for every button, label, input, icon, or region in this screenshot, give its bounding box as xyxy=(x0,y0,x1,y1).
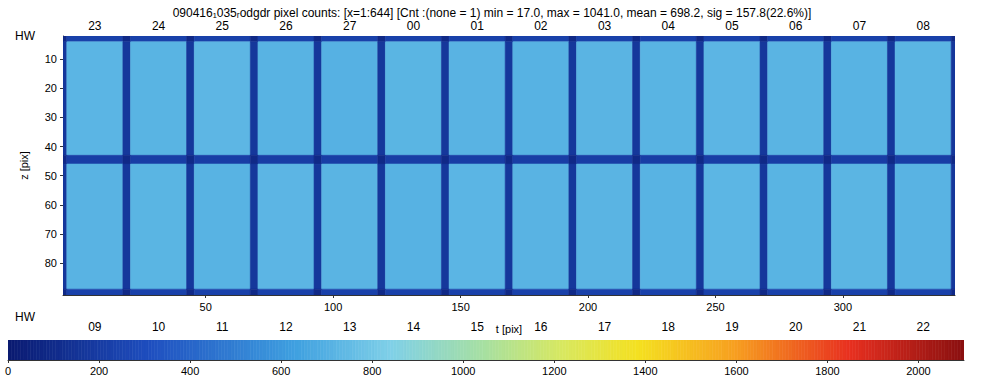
svg-text:22: 22 xyxy=(916,320,930,334)
svg-text:04: 04 xyxy=(662,19,676,33)
svg-text:30: 30 xyxy=(45,111,57,123)
svg-text:17: 17 xyxy=(598,320,612,334)
svg-text:300: 300 xyxy=(834,301,852,313)
svg-text:HW: HW xyxy=(15,310,36,324)
svg-text:03: 03 xyxy=(598,19,612,33)
svg-text:t [pix]: t [pix] xyxy=(496,323,522,335)
svg-text:08: 08 xyxy=(916,19,930,33)
svg-text:14: 14 xyxy=(407,320,421,334)
svg-text:02: 02 xyxy=(534,19,548,33)
svg-text:200: 200 xyxy=(579,301,597,313)
svg-text:10: 10 xyxy=(152,320,166,334)
svg-text:26: 26 xyxy=(279,19,293,33)
svg-text:1800: 1800 xyxy=(815,365,839,377)
svg-text:40: 40 xyxy=(45,141,57,153)
svg-text:0: 0 xyxy=(5,365,11,377)
svg-text:090416₁035ᵣodgdr pixel counts:: 090416₁035ᵣodgdr pixel counts: [x=1:644]… xyxy=(173,6,812,20)
svg-text:23: 23 xyxy=(88,19,102,33)
svg-text:10: 10 xyxy=(45,53,57,65)
svg-text:250: 250 xyxy=(706,301,724,313)
svg-text:70: 70 xyxy=(45,228,57,240)
svg-text:50: 50 xyxy=(200,301,212,313)
svg-text:05: 05 xyxy=(725,19,739,33)
svg-text:1400: 1400 xyxy=(633,365,657,377)
svg-text:600: 600 xyxy=(272,365,290,377)
svg-text:400: 400 xyxy=(181,365,199,377)
svg-text:18: 18 xyxy=(662,320,676,334)
svg-text:00: 00 xyxy=(407,19,421,33)
svg-text:200: 200 xyxy=(90,365,108,377)
svg-text:20: 20 xyxy=(789,320,803,334)
svg-text:800: 800 xyxy=(363,365,381,377)
svg-text:25: 25 xyxy=(216,19,230,33)
svg-text:09: 09 xyxy=(88,320,102,334)
svg-text:27: 27 xyxy=(343,19,357,33)
svg-text:07: 07 xyxy=(853,19,867,33)
svg-text:20: 20 xyxy=(45,82,57,94)
svg-text:21: 21 xyxy=(853,320,867,334)
svg-text:150: 150 xyxy=(451,301,469,313)
svg-text:HW: HW xyxy=(15,29,36,43)
svg-text:01: 01 xyxy=(470,19,484,33)
svg-text:24: 24 xyxy=(152,19,166,33)
svg-text:1000: 1000 xyxy=(451,365,475,377)
svg-text:13: 13 xyxy=(343,320,357,334)
svg-text:1200: 1200 xyxy=(542,365,566,377)
svg-text:60: 60 xyxy=(45,199,57,211)
svg-text:50: 50 xyxy=(45,170,57,182)
svg-text:19: 19 xyxy=(725,320,739,334)
svg-text:16: 16 xyxy=(534,320,548,334)
svg-text:06: 06 xyxy=(789,19,803,33)
svg-text:12: 12 xyxy=(279,320,293,334)
svg-text:1600: 1600 xyxy=(724,365,748,377)
svg-text:z [pix]: z [pix] xyxy=(18,151,30,180)
svg-text:100: 100 xyxy=(324,301,342,313)
svg-text:15: 15 xyxy=(470,320,484,334)
svg-text:80: 80 xyxy=(45,257,57,269)
svg-text:11: 11 xyxy=(216,320,229,334)
svg-text:2000: 2000 xyxy=(906,365,930,377)
